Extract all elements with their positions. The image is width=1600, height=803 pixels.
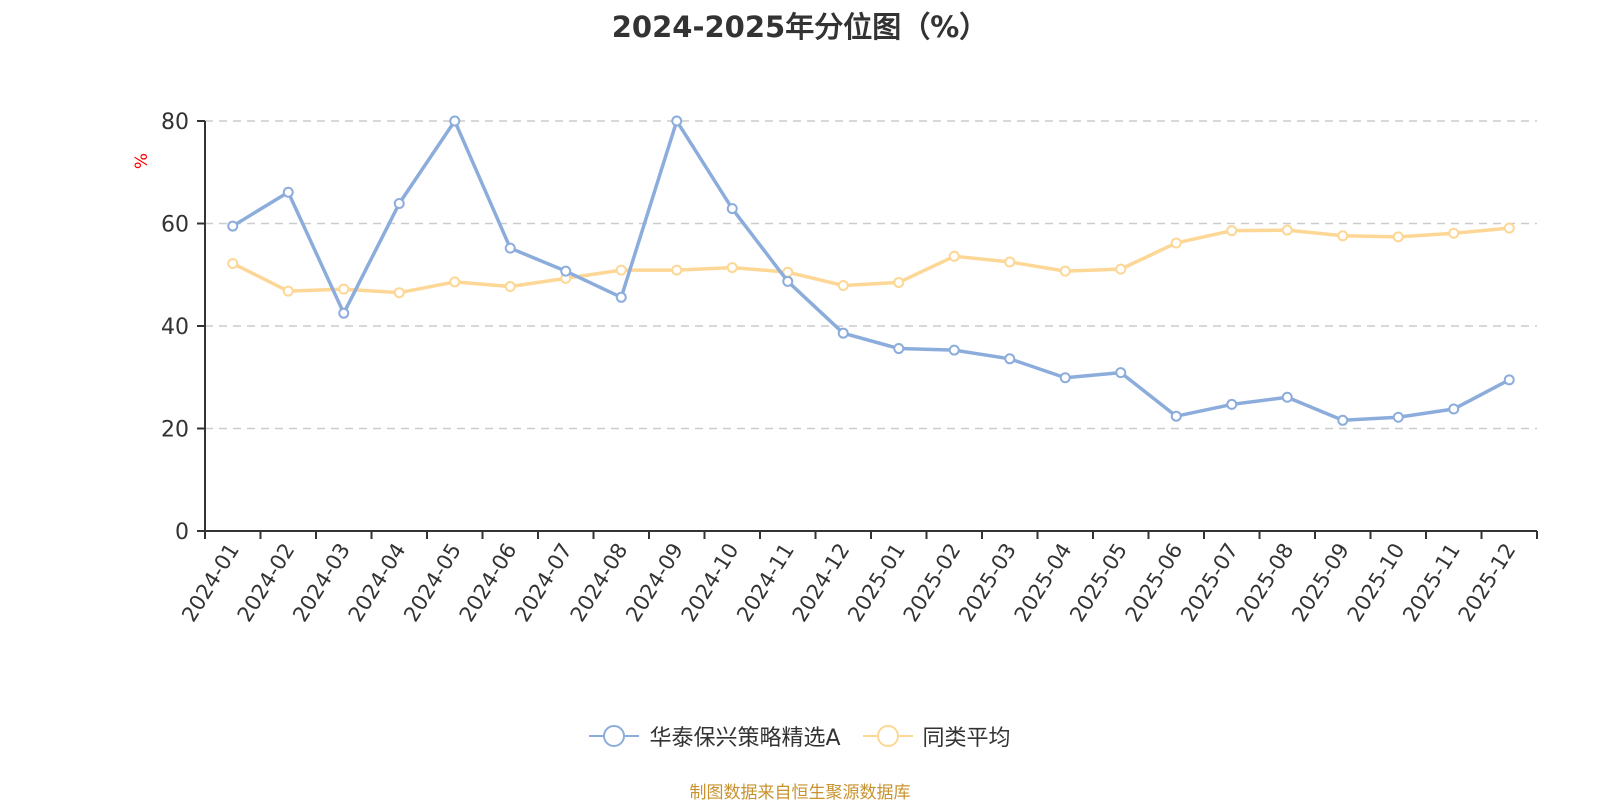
data-point-marker[interactable]	[1115, 367, 1127, 379]
legend-line-circle-icon	[589, 725, 640, 747]
data-point-marker[interactable]	[1503, 374, 1515, 386]
legend: 华泰保兴策略精选A 同类平均	[0, 720, 1600, 752]
data-point-marker[interactable]	[1226, 225, 1238, 237]
data-point-marker[interactable]	[893, 343, 905, 355]
legend-item-peer-average[interactable]: 同类平均	[862, 720, 1011, 752]
data-point-marker[interactable]	[1115, 263, 1127, 275]
data-source-footer: 制图数据来自恒生聚源数据库	[689, 783, 911, 803]
chart-title: 2024-2025年分位图（%）	[611, 10, 989, 44]
data-point-marker[interactable]	[948, 344, 960, 356]
data-point-marker[interactable]	[393, 198, 405, 210]
data-point-marker[interactable]	[1004, 353, 1016, 365]
data-point-marker[interactable]	[837, 327, 849, 339]
data-point-marker[interactable]	[338, 283, 350, 295]
y-tick-label: 40	[161, 315, 189, 340]
data-point-marker[interactable]	[1337, 414, 1349, 426]
legend-item-fund[interactable]: 华泰保兴策略精选A	[589, 720, 841, 752]
data-point-marker[interactable]	[1059, 372, 1071, 384]
data-point-marker[interactable]	[393, 287, 405, 299]
data-point-marker[interactable]	[449, 276, 461, 288]
data-point-marker[interactable]	[227, 257, 239, 269]
data-point-marker[interactable]	[837, 280, 849, 292]
data-point-marker[interactable]	[1337, 230, 1349, 242]
legend-line-circle-icon	[862, 725, 913, 747]
data-point-marker[interactable]	[1448, 403, 1460, 415]
data-point-marker[interactable]	[1226, 398, 1238, 410]
series-同类平均	[227, 222, 1515, 299]
data-point-marker[interactable]	[1392, 231, 1404, 243]
data-point-marker[interactable]	[726, 203, 738, 215]
data-point-marker[interactable]	[1392, 411, 1404, 423]
data-point-marker[interactable]	[1170, 410, 1182, 422]
data-point-marker[interactable]	[893, 276, 905, 288]
series-华泰保兴策略精选A	[227, 115, 1515, 426]
data-point-marker[interactable]	[782, 275, 794, 287]
data-point-marker[interactable]	[948, 250, 960, 262]
data-point-marker[interactable]	[504, 281, 516, 293]
legend-label-peer-average: 同类平均	[922, 726, 1011, 751]
data-point-marker[interactable]	[615, 264, 627, 276]
data-point-marker[interactable]	[227, 220, 239, 232]
data-point-marker[interactable]	[726, 262, 738, 274]
data-point-marker[interactable]	[1059, 265, 1071, 277]
series-line	[231, 226, 1510, 295]
axes: 020406080%2024-012024-022024-032024-0420…	[132, 110, 1538, 626]
series-line	[231, 119, 1511, 423]
data-point-marker[interactable]	[1004, 256, 1016, 268]
data-point-marker[interactable]	[504, 242, 516, 254]
data-point-marker[interactable]	[1281, 391, 1293, 403]
y-tick-label: 60	[161, 213, 189, 238]
data-point-marker[interactable]	[671, 115, 683, 127]
grid-lines	[205, 120, 1537, 430]
y-axis-unit-label: %	[132, 153, 152, 169]
data-point-marker[interactable]	[449, 115, 461, 127]
data-point-marker[interactable]	[560, 265, 572, 277]
data-point-marker[interactable]	[282, 186, 294, 198]
legend-label-fund: 华泰保兴策略精选A	[649, 726, 841, 751]
data-series	[227, 115, 1515, 426]
data-point-marker[interactable]	[671, 264, 683, 276]
data-point-marker[interactable]	[1448, 227, 1460, 239]
y-tick-label: 80	[161, 110, 189, 135]
data-point-marker[interactable]	[1170, 237, 1182, 249]
y-tick-label: 0	[175, 520, 189, 545]
data-point-marker[interactable]	[282, 285, 294, 297]
data-point-marker[interactable]	[1503, 222, 1515, 234]
data-point-marker[interactable]	[1281, 224, 1293, 236]
y-tick-label: 20	[161, 418, 189, 443]
data-point-marker[interactable]	[338, 307, 350, 319]
data-point-marker[interactable]	[615, 291, 627, 303]
